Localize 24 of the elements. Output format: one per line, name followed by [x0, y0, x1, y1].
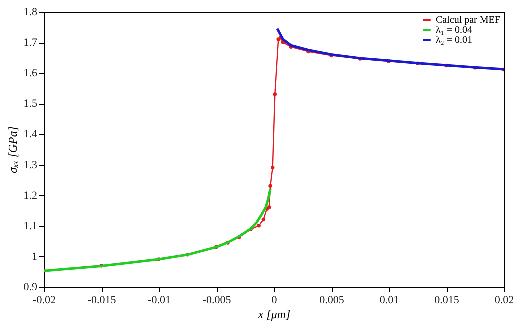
y-tick-label: 0.9: [24, 282, 38, 294]
y-tick-label: 1: [32, 250, 38, 263]
x-tick-label: -0.01: [148, 294, 171, 306]
y-tick-label: 1.6: [24, 68, 38, 80]
y-tick-label: 1.4: [24, 128, 38, 141]
x-tick-label: 0: [272, 294, 278, 306]
x-tick-label: 0.02: [494, 294, 514, 306]
y-tick-label: 1.1: [24, 220, 38, 232]
legend-label: λ₂ = 0.01: [436, 35, 472, 46]
x-tick-label: -0.005: [202, 294, 232, 306]
x-axis-title: x [μm]: [257, 308, 292, 322]
x-tick-label: 0.015: [434, 294, 460, 306]
y-tick-label: 1.5: [24, 98, 38, 110]
x-tick-label: -0.015: [88, 294, 117, 306]
y-tick-label: 1.2: [24, 190, 38, 202]
y-tick-label: 1.8: [24, 6, 38, 18]
legend-label: λ₁ = 0.04: [436, 25, 472, 36]
y-tick-label: 1.7: [24, 37, 38, 50]
x-tick-label: 0.005: [320, 294, 345, 306]
x-tick-label: 0.01: [380, 294, 400, 306]
legend-label: Calcul par MEF: [436, 15, 501, 26]
y-axis-title: σₓₓ [GPa]: [6, 126, 20, 174]
y-tick-label: 1.3: [24, 159, 38, 172]
x-tick-label: -0.02: [33, 294, 56, 306]
